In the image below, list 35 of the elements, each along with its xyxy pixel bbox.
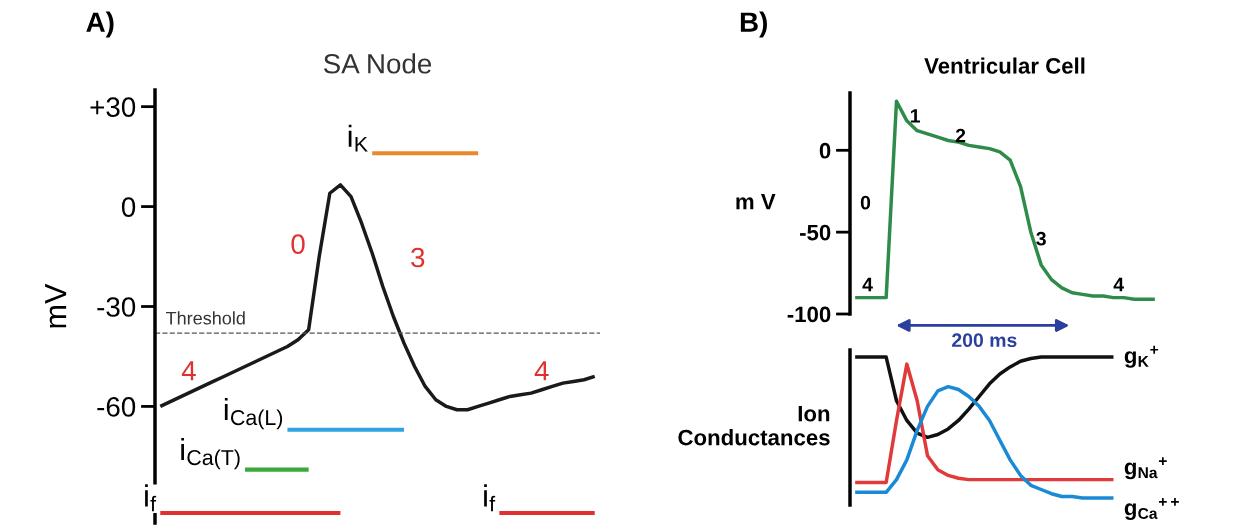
annotation: 2: [955, 128, 966, 143]
series-label: i$_{Ca(T)}$: [181, 437, 240, 470]
series-label: g$_{K}$$^{+}$: [1124, 345, 1159, 368]
y-tick-label: 0: [121, 197, 136, 217]
annotation: 4: [1113, 277, 1124, 292]
y-tick-label: -30: [97, 297, 136, 317]
text: i$_{f}$: [484, 484, 496, 512]
y-axis-title: mV: [45, 283, 67, 328]
y-tick-label: -60: [97, 397, 136, 417]
annotation: 4: [534, 361, 549, 381]
text: B): [740, 11, 767, 38]
text: A): [86, 11, 114, 38]
y-tick-label: -100: [787, 306, 831, 323]
annotation: 0: [860, 195, 871, 210]
series-label: i$_{Ca(L)}$: [224, 397, 283, 430]
chart-title: Ventricular Cell: [924, 57, 1085, 74]
line-series: [853, 99, 1157, 302]
annotation: 4: [862, 277, 873, 292]
annotation: 3: [411, 247, 425, 268]
annotation: 4: [181, 361, 196, 381]
y-tick-label: -50: [800, 224, 831, 241]
annotation: 0: [291, 234, 305, 254]
ref-line-label: Threshold: [166, 311, 245, 325]
series-label: i$_{K}$: [348, 124, 368, 152]
series-label: g$_{Na}$$^{+}$: [1124, 457, 1167, 480]
chart-title: SA Node: [323, 53, 432, 74]
annotation: 1: [910, 109, 920, 123]
series-label: i$_{f}$: [145, 484, 157, 512]
series-label: g$_{Ca}$$^{++}$: [1124, 497, 1179, 520]
y-axis-title: Ion Conductances: [678, 405, 830, 446]
text: 200 ms: [952, 333, 1017, 348]
y-tick-label: 0: [819, 142, 831, 159]
annotation: 3: [1036, 231, 1046, 246]
y-tick-label: +30: [90, 97, 136, 117]
y-axis-title: m V: [736, 193, 776, 210]
